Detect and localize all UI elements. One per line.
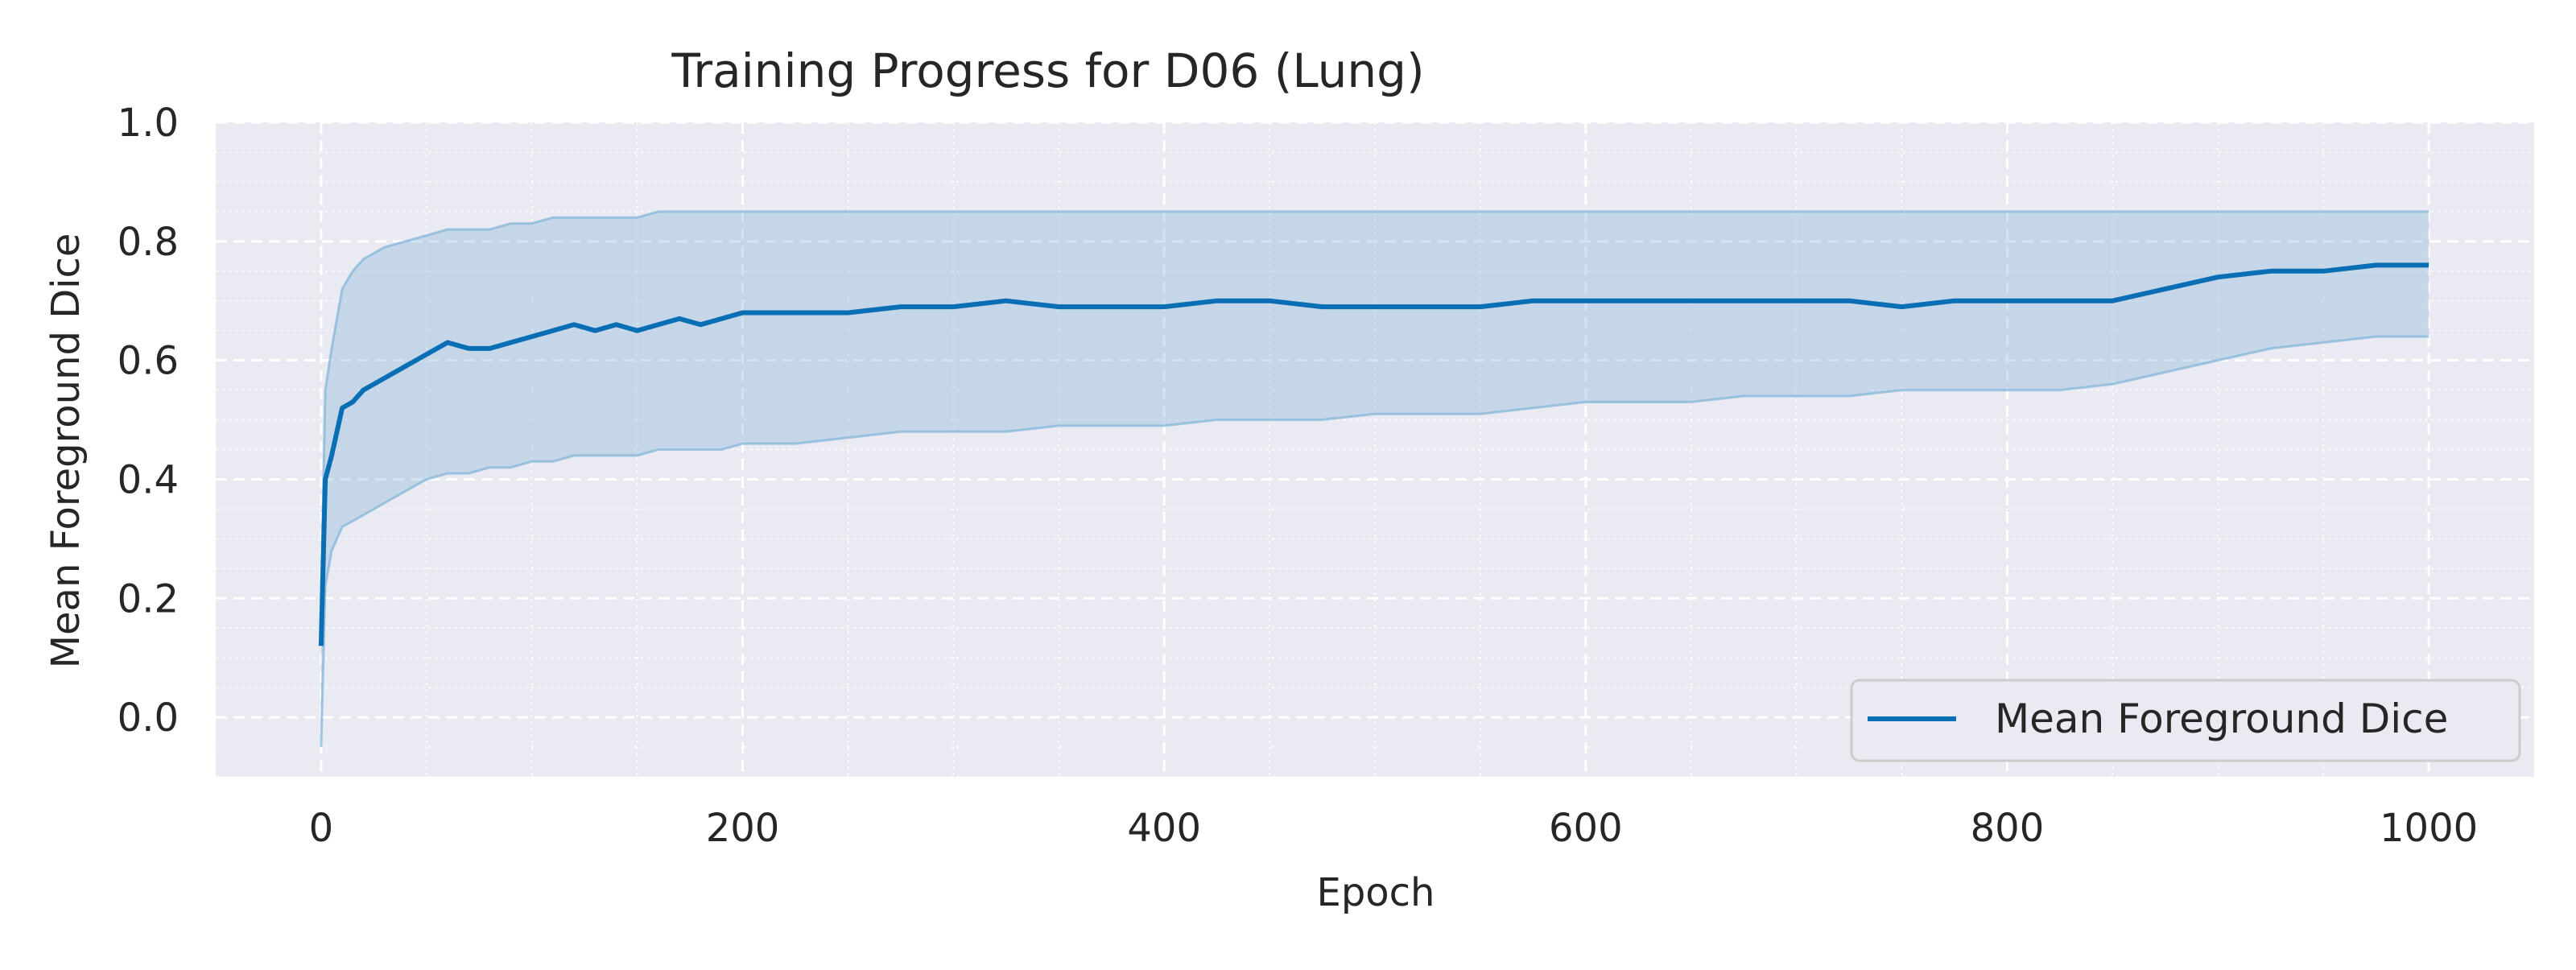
series-line xyxy=(318,262,2429,646)
x-axis-label: Epoch xyxy=(1317,870,1435,915)
y-tick-label: 0.0 xyxy=(118,696,179,741)
y-tick-labels: 0.0 0.2 0.4 0.6 0.8 1.0 xyxy=(118,101,179,741)
series-band-upper xyxy=(320,210,2429,599)
legend-box xyxy=(1850,679,2521,762)
legend-label: Mean Foreground Dice xyxy=(1995,696,2448,742)
x-tick-label: 800 xyxy=(1971,806,2045,851)
x-tick-label: 200 xyxy=(706,806,780,851)
x-tick-label: 1000 xyxy=(2380,806,2478,851)
band-layer xyxy=(320,210,2429,748)
y-axis-label: Mean Foreground Dice xyxy=(43,233,89,669)
series-layer xyxy=(318,262,2429,646)
series-band-lower xyxy=(320,335,2429,748)
y-tick-label: 0.2 xyxy=(118,576,179,621)
y-tick-label: 0.4 xyxy=(118,457,179,502)
x-tick-label: 400 xyxy=(1127,806,1201,851)
legend: Mean Foreground Dice xyxy=(1850,679,2521,762)
y-tick-label: 0.6 xyxy=(118,339,179,384)
chart-title: Training Progress for D06 (Lung) xyxy=(671,43,1424,98)
x-tick-label: 0 xyxy=(309,806,334,851)
series-band xyxy=(320,211,2429,747)
y-tick-label: 0.8 xyxy=(118,220,179,265)
x-tick-labels: 0 200 400 600 800 1000 xyxy=(309,806,2479,851)
x-tick-label: 600 xyxy=(1549,806,1623,851)
y-tick-label: 1.0 xyxy=(118,101,179,146)
